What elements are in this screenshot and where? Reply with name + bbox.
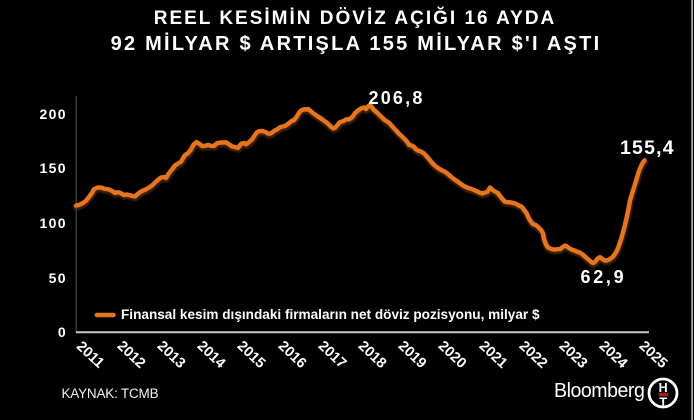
svg-text:H: H <box>659 381 668 395</box>
svg-text:T: T <box>660 396 668 410</box>
